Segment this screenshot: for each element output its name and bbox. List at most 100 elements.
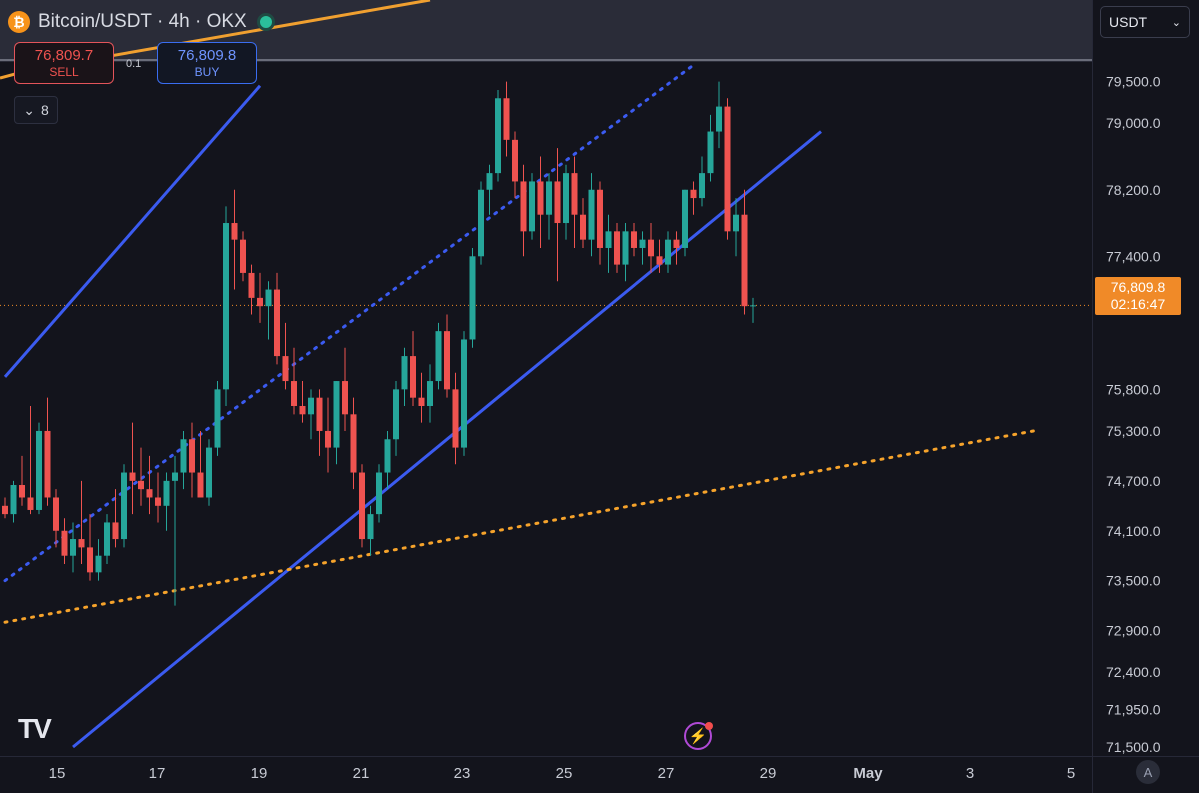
time-tick-label: May: [853, 765, 883, 782]
buy-price: 76,809.8: [177, 47, 237, 64]
candle: [469, 247, 476, 348]
candle-body: [716, 106, 722, 132]
candle-body: [427, 381, 433, 406]
last-price-value: 76,809.8: [1110, 279, 1166, 295]
candle-body: [155, 497, 161, 506]
candle-body: [537, 181, 544, 215]
candle: [682, 189, 688, 257]
candle-body: [546, 181, 552, 215]
price-tick-label: 74,100.0: [1106, 523, 1161, 539]
candle: [503, 81, 510, 157]
price-axis[interactable]: 79,500.0 79,000.0 78,200.0 77,400.0 75,800.0…: [1106, 74, 1161, 755]
tradingview-logo[interactable]: TV: [18, 713, 52, 744]
candle-body: [206, 447, 212, 498]
indicators-collapse-button[interactable]: ⌄ 8: [14, 96, 58, 124]
candle: [197, 430, 204, 498]
time-tick-label: 25: [556, 765, 573, 782]
candle: [435, 322, 442, 390]
currency-select[interactable]: USDT ⌄: [1100, 6, 1190, 38]
candle: [571, 156, 578, 248]
auto-scale-button[interactable]: A: [1136, 760, 1160, 784]
candle-body: [503, 98, 510, 140]
candle: [733, 198, 739, 257]
candle-body: [733, 214, 739, 232]
trendline-solid-0[interactable]: [3, 84, 262, 378]
buy-button[interactable]: 76,809.8 BUY: [157, 42, 257, 84]
candle: [529, 173, 535, 240]
candle: [495, 89, 501, 182]
lightning-icon[interactable]: ⚡: [684, 722, 712, 750]
candle-body: [231, 223, 238, 240]
candle-body: [189, 439, 195, 473]
candle-body: [180, 439, 187, 473]
candle: [478, 181, 484, 265]
candle: [656, 239, 663, 273]
candle-body: [597, 189, 603, 248]
candle-body: [274, 289, 280, 357]
candle-body: [648, 239, 654, 257]
candle: [665, 231, 671, 273]
candle-body: [19, 485, 25, 498]
candle-body: [316, 397, 323, 431]
candle-body: [554, 181, 561, 224]
candle-body: [367, 514, 374, 540]
time-tick-label: 15: [49, 765, 66, 782]
candle: [690, 181, 697, 215]
time-tick-label: 27: [658, 765, 675, 782]
candle-body: [325, 430, 331, 448]
candle-body: [631, 231, 637, 248]
candle: [512, 131, 518, 199]
candle-body: [435, 331, 442, 382]
time-tick-label: 3: [966, 765, 974, 782]
candle: [10, 480, 17, 523]
candle: [350, 397, 357, 490]
candle-body: [291, 381, 297, 406]
candle-body: [495, 98, 501, 174]
notification-dot: [705, 722, 713, 730]
price-tick-label: 72,900.0: [1106, 623, 1161, 639]
candle-body: [393, 389, 399, 440]
trendline-dotted-3[interactable]: [3, 429, 1035, 624]
candle-body: [359, 472, 365, 540]
candle: [648, 223, 654, 273]
candle-body: [486, 173, 493, 190]
candle-body: [104, 522, 110, 556]
candle-body: [342, 381, 348, 415]
sell-button[interactable]: 76,809.7 SELL: [14, 42, 114, 84]
candle-body: [741, 214, 748, 307]
candle-body: [682, 189, 688, 248]
candle: [750, 297, 756, 323]
symbol-header[interactable]: ₿ Bitcoin/USDT · 4h · OKX: [8, 6, 275, 38]
candle-body: [401, 356, 408, 390]
candle-body: [690, 189, 697, 199]
candle: [563, 164, 569, 240]
candle-body: [257, 297, 263, 307]
candle-body: [163, 480, 170, 506]
symbol-title[interactable]: Bitcoin/USDT · 4h · OKX: [38, 11, 247, 32]
candle-body: [614, 231, 620, 265]
sell-price: 76,809.7: [34, 47, 94, 64]
candle: [520, 164, 527, 257]
candle: [401, 347, 408, 406]
time-axis[interactable]: 15 17 19 21 23 25 27 29 May 3 5: [49, 765, 1076, 782]
candle: [180, 430, 187, 490]
candle-body: [452, 389, 459, 448]
candle-body: [138, 480, 144, 490]
candle-body: [333, 381, 340, 448]
candle: [95, 539, 102, 581]
candle: [223, 206, 229, 406]
candle-body: [478, 189, 484, 257]
candle-body: [750, 305, 756, 307]
candle: [461, 331, 467, 456]
candle-body: [571, 173, 578, 215]
trendline-solid-1[interactable]: [72, 130, 822, 749]
candle-body: [61, 530, 68, 556]
trendline-dotted-2[interactable]: [3, 63, 695, 583]
candle-body: [605, 231, 612, 248]
candle-body: [350, 414, 357, 473]
time-tick-label: 21: [353, 765, 370, 782]
candle: [546, 173, 552, 240]
time-tick-label: 23: [454, 765, 471, 782]
